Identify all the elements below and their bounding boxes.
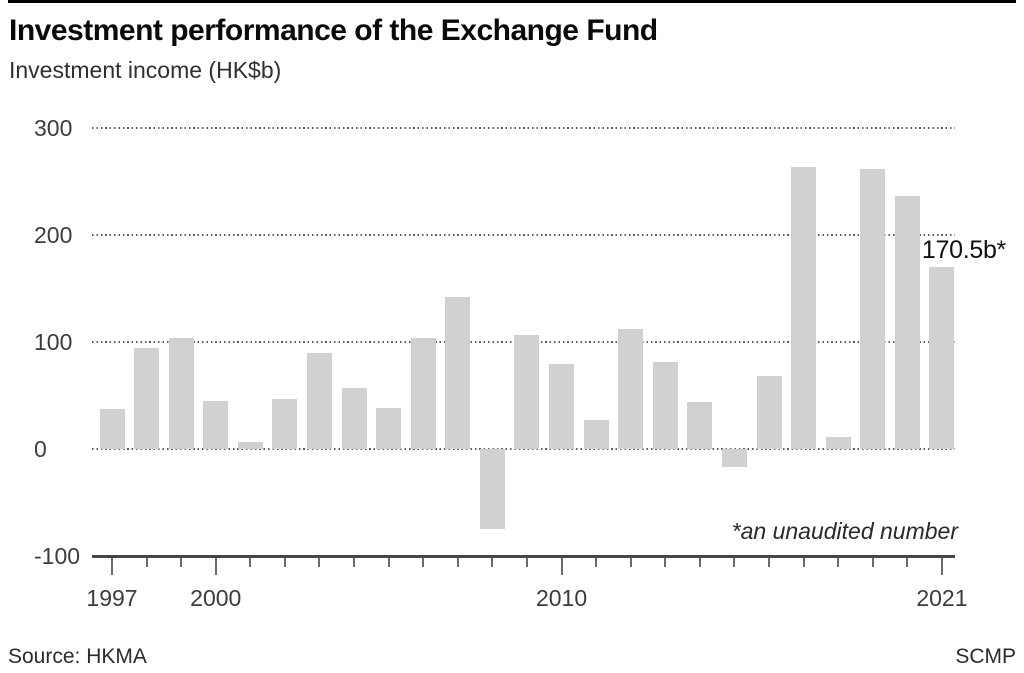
bar-2019 xyxy=(860,168,886,449)
bar-2007 xyxy=(445,297,471,449)
bar-2003 xyxy=(306,352,332,449)
x-axis-label-1997: 1997 xyxy=(86,585,138,611)
bar-1999 xyxy=(168,337,194,449)
x-tick-2002-minor xyxy=(283,558,286,567)
x-tick-2018-minor xyxy=(837,558,840,567)
bar-2005 xyxy=(376,408,402,449)
x-tick-2013-minor xyxy=(664,558,667,567)
x-tick-2004-minor xyxy=(353,558,356,567)
bar-2021 xyxy=(929,266,955,449)
y-axis-label-300: 300 xyxy=(34,115,73,141)
bar-2011 xyxy=(583,420,609,449)
gridline-300 xyxy=(92,127,955,129)
x-tick-2000-major xyxy=(214,558,217,575)
bar-2004 xyxy=(341,388,367,449)
x-axis-label-2021: 2021 xyxy=(916,585,968,611)
x-tick-2005-minor xyxy=(387,558,390,567)
gridline-0 xyxy=(92,448,955,450)
credit-label: SCMP xyxy=(955,645,1016,668)
bar-2012 xyxy=(618,329,644,449)
top-rule xyxy=(8,0,1016,3)
x-tick-1997-major xyxy=(111,558,113,575)
x-tick-2019-minor xyxy=(871,558,874,567)
x-tick-2015-minor xyxy=(733,558,736,567)
x-axis-line xyxy=(92,555,955,558)
bar-2010 xyxy=(549,364,575,449)
footnote: *an unaudited number xyxy=(731,518,958,544)
x-tick-2012-minor xyxy=(629,558,632,567)
bar-2009 xyxy=(514,334,540,449)
x-tick-2003-minor xyxy=(318,558,321,567)
bar-2014 xyxy=(687,401,713,449)
y-axis-label--100: -100 xyxy=(34,543,81,569)
x-tick-2006-minor xyxy=(422,558,425,567)
x-axis-label-2000: 2000 xyxy=(190,585,242,611)
bar-2020 xyxy=(894,196,920,449)
bar-2018 xyxy=(825,437,851,449)
bar-2008 xyxy=(479,449,505,530)
bar-2015 xyxy=(721,449,747,468)
bar-2000 xyxy=(203,400,229,449)
x-tick-2008-minor xyxy=(491,558,494,567)
x-tick-2016-minor xyxy=(768,558,771,567)
bar-2006 xyxy=(410,337,436,449)
chart-title: Investment performance of the Exchange F… xyxy=(9,14,658,47)
x-tick-2020-minor xyxy=(906,558,909,567)
bar-2016 xyxy=(756,376,782,449)
bar-2013 xyxy=(652,362,678,449)
x-tick-2014-minor xyxy=(698,558,701,567)
bar-2017 xyxy=(791,166,817,449)
x-tick-2021-major xyxy=(940,558,943,575)
gridline-200 xyxy=(92,234,955,236)
x-tick-2007-minor xyxy=(456,558,459,567)
chart-subtitle: Investment income (HK$b) xyxy=(9,57,282,83)
bar-1997 xyxy=(99,409,125,449)
y-axis-label-100: 100 xyxy=(34,329,73,355)
x-tick-1999-minor xyxy=(180,558,183,567)
source-label: Source: HKMA xyxy=(8,645,147,668)
x-tick-2011-minor xyxy=(595,558,598,567)
x-tick-2010-major xyxy=(560,558,563,575)
bar-2002 xyxy=(272,398,298,449)
y-axis-label-200: 200 xyxy=(34,222,73,248)
x-tick-1998-minor xyxy=(145,558,148,567)
bar-1998 xyxy=(134,348,160,449)
x-axis-label-2010: 2010 xyxy=(535,585,588,611)
bar-2001 xyxy=(237,441,263,449)
y-axis-label-0: 0 xyxy=(34,436,47,462)
x-tick-2001-minor xyxy=(249,558,252,567)
value-annotation: 170.5b* xyxy=(921,236,1006,264)
x-tick-2017-minor xyxy=(802,558,805,567)
x-tick-2009-minor xyxy=(525,558,528,567)
